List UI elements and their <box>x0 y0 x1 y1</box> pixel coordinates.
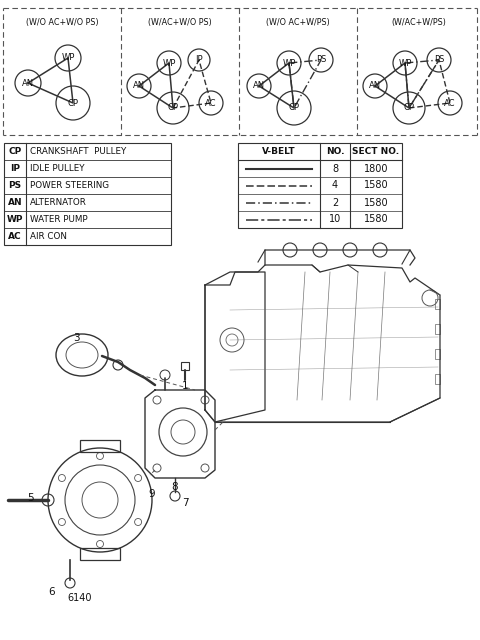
Text: SECT NO.: SECT NO. <box>352 147 399 156</box>
Text: WP: WP <box>282 58 296 67</box>
Text: 6: 6 <box>48 587 55 597</box>
Text: WP: WP <box>398 58 412 67</box>
Text: WP: WP <box>162 58 176 67</box>
Text: AC: AC <box>8 232 22 241</box>
Text: WP: WP <box>61 54 75 63</box>
Text: IP: IP <box>10 164 20 173</box>
Text: CRANKSHAFT  PULLEY: CRANKSHAFT PULLEY <box>30 147 126 156</box>
Text: 3: 3 <box>72 333 79 343</box>
Bar <box>238 143 402 228</box>
Text: PS: PS <box>9 181 22 190</box>
Text: NO.: NO. <box>326 147 344 156</box>
Text: 1580: 1580 <box>364 180 388 191</box>
Text: 8: 8 <box>332 163 338 173</box>
Text: 1: 1 <box>182 381 188 391</box>
Text: (W/AC+W/O PS): (W/AC+W/O PS) <box>148 18 212 27</box>
Text: AN: AN <box>8 198 22 207</box>
Text: PS: PS <box>316 56 326 65</box>
Text: POWER STEERING: POWER STEERING <box>30 181 109 190</box>
Text: CP: CP <box>404 104 415 113</box>
Bar <box>181 362 189 370</box>
Bar <box>435 374 440 384</box>
Text: AN: AN <box>369 81 381 90</box>
Text: 1580: 1580 <box>364 214 388 225</box>
Text: (W/AC+W/PS): (W/AC+W/PS) <box>391 18 446 27</box>
Text: 1800: 1800 <box>364 163 388 173</box>
Text: 1580: 1580 <box>364 198 388 207</box>
Text: AIR CON: AIR CON <box>30 232 67 241</box>
Text: (W/O AC+W/O PS): (W/O AC+W/O PS) <box>26 18 98 27</box>
Text: IP: IP <box>195 56 203 65</box>
Text: WATER PUMP: WATER PUMP <box>30 215 88 224</box>
Text: IDLE PULLEY: IDLE PULLEY <box>30 164 84 173</box>
Text: 6140: 6140 <box>68 593 92 603</box>
Text: 4: 4 <box>332 180 338 191</box>
Bar <box>80 440 120 452</box>
Text: CP: CP <box>168 104 179 113</box>
Text: AN: AN <box>22 79 34 88</box>
Text: 2: 2 <box>332 198 338 207</box>
Text: PS: PS <box>434 56 444 65</box>
Text: CP: CP <box>8 147 22 156</box>
Bar <box>435 324 440 334</box>
Text: 8: 8 <box>172 482 178 492</box>
Text: 10: 10 <box>329 214 341 225</box>
Text: CP: CP <box>288 104 300 113</box>
Text: AC: AC <box>444 99 456 108</box>
Text: CP: CP <box>68 99 79 108</box>
Text: (W/O AC+W/PS): (W/O AC+W/PS) <box>266 18 330 27</box>
Bar <box>435 349 440 359</box>
Text: WP: WP <box>7 215 23 224</box>
Text: 5: 5 <box>27 493 33 503</box>
Text: AC: AC <box>205 99 217 108</box>
Text: AN: AN <box>253 81 265 90</box>
Bar <box>4 143 171 245</box>
Bar <box>80 548 120 560</box>
Text: AN: AN <box>133 81 145 90</box>
Text: 7: 7 <box>182 498 188 508</box>
Text: ALTERNATOR: ALTERNATOR <box>30 198 87 207</box>
Bar <box>435 299 440 309</box>
Text: V-BELT: V-BELT <box>262 147 296 156</box>
Text: 9: 9 <box>149 489 156 499</box>
